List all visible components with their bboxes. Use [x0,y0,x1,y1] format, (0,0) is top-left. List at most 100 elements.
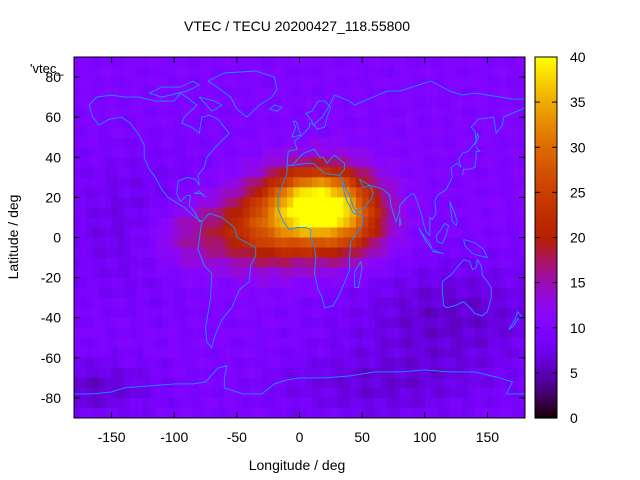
heatmap-cell [443,287,451,299]
heatmap-cell [487,357,495,369]
heatmap-cell [74,317,81,329]
heatmap-cell [518,307,525,319]
colorbar-segment [535,366,557,371]
heatmap-cell [105,237,113,249]
heatmap-cell [142,317,150,329]
heatmap-cell [449,137,457,148]
heatmap-cell [412,397,420,409]
heatmap-cell [362,187,369,198]
heatmap-cell [412,177,420,188]
heatmap-cell [249,207,257,219]
heatmap-cell [368,397,376,409]
heatmap-cell [230,327,238,339]
heatmap-cell [368,107,376,118]
colorbar-segment [535,144,557,148]
heatmap-cell [205,127,213,138]
heatmap-cell [280,387,288,399]
heatmap-cell [105,307,113,319]
heatmap-cell [424,167,432,178]
heatmap-cell [312,207,319,219]
heatmap-cell [105,187,113,198]
heatmap-cell [268,87,276,98]
heatmap-cell [174,257,182,269]
heatmap-cell [167,77,175,88]
heatmap-cell [462,287,470,299]
heatmap-cell [468,227,476,239]
heatmap-cell [230,337,238,349]
heatmap-cell [499,357,507,369]
heatmap-cell [230,187,238,198]
heatmap-cell [274,397,282,409]
heatmap-cell [318,147,326,158]
heatmap-cell [286,357,294,369]
heatmap-cell [261,277,269,289]
heatmap-cell [443,167,451,178]
heatmap-cell [243,77,250,88]
heatmap-cell [324,337,332,349]
heatmap-cell [324,407,332,418]
heatmap-cell [111,347,119,359]
heatmap-cell [218,197,225,209]
heatmap-cell [199,397,207,409]
heatmap-cell [130,147,138,158]
heatmap-cell [130,267,138,279]
heatmap-cell [449,67,457,78]
heatmap-cell [343,347,351,359]
heatmap-cell [261,167,269,178]
heatmap-cell [230,357,238,369]
heatmap-cell [255,137,263,148]
heatmap-cell [312,137,319,148]
heatmap-cell [136,407,144,418]
heatmap-cell [255,387,263,399]
heatmap-cell [330,127,338,138]
heatmap-cell [399,177,407,188]
heatmap-cell [374,157,382,168]
heatmap-cell [493,227,501,239]
heatmap-cell [199,357,207,369]
heatmap-cell [155,217,163,229]
heatmap-cell [205,267,213,279]
heatmap-cell [418,247,426,259]
heatmap-cell [468,107,476,118]
heatmap-cell [80,67,88,78]
heatmap-cell [99,67,106,78]
heatmap-cell [193,107,200,118]
heatmap-cell [124,177,131,188]
colorbar-segment [535,297,557,302]
heatmap-cell [493,357,501,369]
heatmap-cell [355,367,363,379]
heatmap-cell [305,307,313,319]
heatmap-cell [405,157,413,168]
heatmap-cell [293,347,301,359]
heatmap-cell [506,337,514,349]
heatmap-cell [230,107,238,118]
heatmap-cell [224,77,232,88]
heatmap-cell [343,207,351,219]
heatmap-cell [230,57,238,68]
heatmap-cell [330,187,338,198]
heatmap-cell [155,117,163,128]
coastline-path [341,106,525,237]
heatmap-cell [111,57,119,68]
heatmap-cell [86,347,94,359]
heatmap-cell [124,217,131,229]
colorbar-segment [535,306,557,311]
heatmap-cell [412,307,420,319]
heatmap-cell [136,137,144,148]
heatmap-cell [499,287,507,299]
heatmap-cell [293,207,301,219]
heatmap-cell [149,67,157,78]
heatmap-cell [255,307,263,319]
heatmap-cell [230,77,238,88]
heatmap-cell [105,317,113,329]
heatmap-cell [193,397,200,409]
heatmap-cell [355,307,363,319]
heatmap-cell [155,167,163,178]
heatmap-cell [211,57,219,68]
heatmap-cell [80,297,88,309]
heatmap-cell [355,297,363,309]
heatmap-cell [149,267,157,279]
heatmap-cell [74,67,81,78]
heatmap-cell [349,177,357,188]
